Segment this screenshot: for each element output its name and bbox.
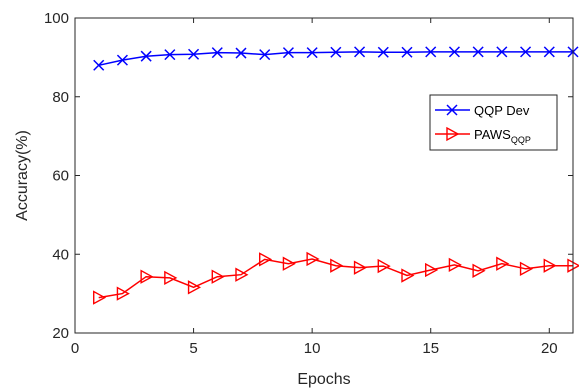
triangle-marker (377, 258, 391, 274)
x-marker (354, 46, 366, 58)
x-marker (188, 48, 200, 60)
x-marker (235, 47, 247, 59)
x-marker (93, 59, 105, 71)
x-marker (543, 46, 555, 58)
triangle-marker (401, 268, 415, 283)
triangle-marker (116, 286, 130, 301)
x-marker (472, 46, 484, 58)
triangle-marker (353, 260, 368, 275)
series-layer (93, 46, 579, 305)
triangle-marker (330, 258, 344, 273)
x-marker (496, 46, 508, 58)
x-tick-label: 20 (541, 340, 558, 357)
legend-item: QQP Dev (435, 103, 530, 118)
triangle-marker (543, 258, 557, 273)
x-marker (446, 104, 458, 116)
y-tick-label: 80 (52, 89, 69, 106)
y-tick-label: 20 (52, 325, 69, 342)
x-marker (282, 47, 294, 59)
series-1 (93, 251, 579, 305)
x-marker (211, 47, 223, 59)
x-marker (401, 46, 413, 58)
triangle-marker (211, 269, 225, 284)
x-tick-label: 0 (71, 340, 79, 357)
triangle-marker (306, 251, 320, 267)
triangle-marker (425, 262, 439, 278)
x-marker (520, 46, 532, 58)
triangle-marker (235, 267, 249, 282)
series-0 (93, 46, 579, 71)
triangle-marker (93, 290, 107, 305)
triangle-marker (519, 261, 534, 276)
legend-label-main: QQP Dev (474, 103, 530, 118)
triangle-marker (164, 270, 178, 286)
legend-box (429, 94, 558, 151)
triangle-marker (140, 269, 154, 284)
legend-label-main: PAWS (474, 127, 511, 142)
x-marker (377, 46, 389, 58)
legend-label: QQP Dev (474, 103, 530, 118)
y-axis-label: Accuracy(%) (14, 130, 31, 221)
y-tick-label: 60 (52, 168, 69, 185)
triangle-marker (187, 280, 202, 295)
plot-frame (74, 17, 574, 334)
triangle-marker (496, 256, 510, 271)
x-marker (140, 50, 152, 62)
x-tick-label: 15 (422, 340, 439, 357)
x-marker (259, 49, 271, 61)
y-tick-label: 100 (44, 10, 69, 27)
legend-label: PAWSQQP (474, 127, 531, 145)
legend-item: PAWSQQP (435, 126, 531, 145)
legend-label-subscript: QQP (511, 135, 531, 145)
x-tick-label: 10 (304, 340, 321, 357)
triangle-marker (259, 252, 273, 267)
x-marker (306, 47, 318, 59)
x-tick-label: 5 (189, 340, 197, 357)
x-axis-label: Epochs (297, 371, 350, 388)
triangle-marker (282, 256, 296, 271)
x-marker (425, 46, 437, 58)
triangle-marker (446, 126, 460, 142)
triangle-marker (448, 257, 462, 273)
tick-group: 0 5 10 15 20 20 40 60 80 100 (44, 10, 573, 357)
triangle-marker (472, 263, 486, 278)
series-line (98, 258, 573, 299)
x-marker (116, 54, 128, 66)
y-tick-label: 40 (52, 246, 69, 263)
x-marker (164, 49, 176, 61)
x-marker (330, 46, 342, 58)
x-marker (448, 46, 460, 58)
legend: QQP Dev PAWSQQP (429, 94, 558, 151)
